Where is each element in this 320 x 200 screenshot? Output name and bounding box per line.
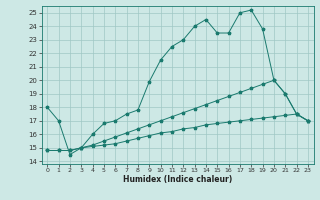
X-axis label: Humidex (Indice chaleur): Humidex (Indice chaleur) xyxy=(123,175,232,184)
